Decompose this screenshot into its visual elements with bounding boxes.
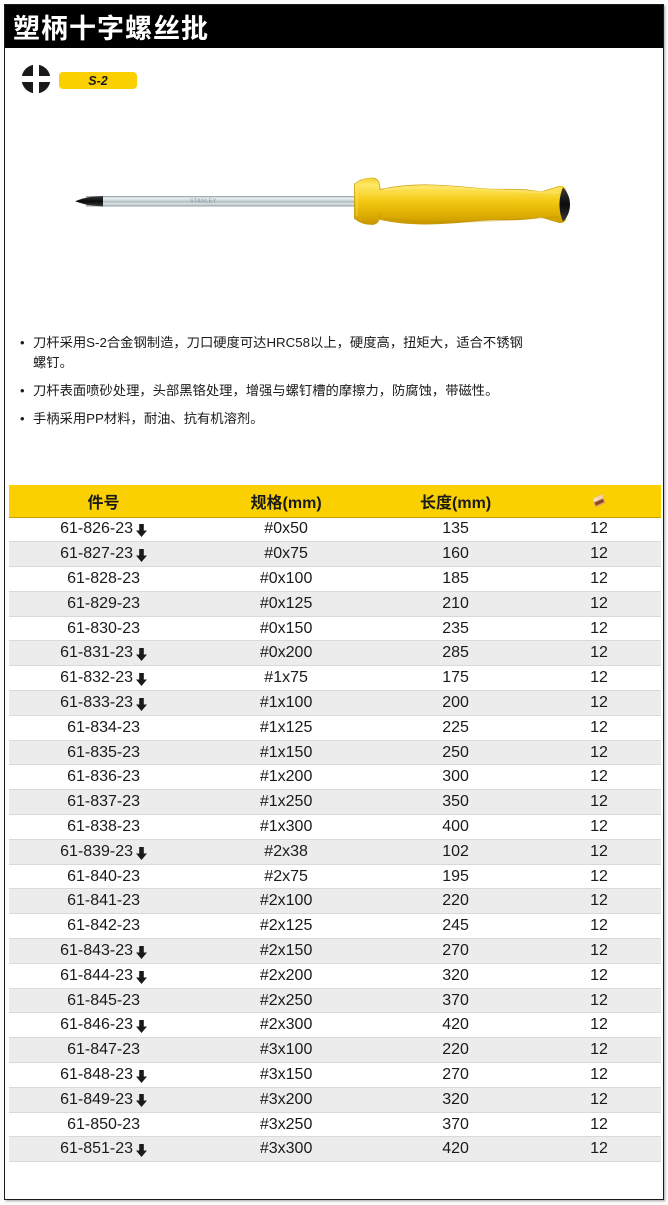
svg-text:STANLEY: STANLEY (190, 199, 217, 205)
